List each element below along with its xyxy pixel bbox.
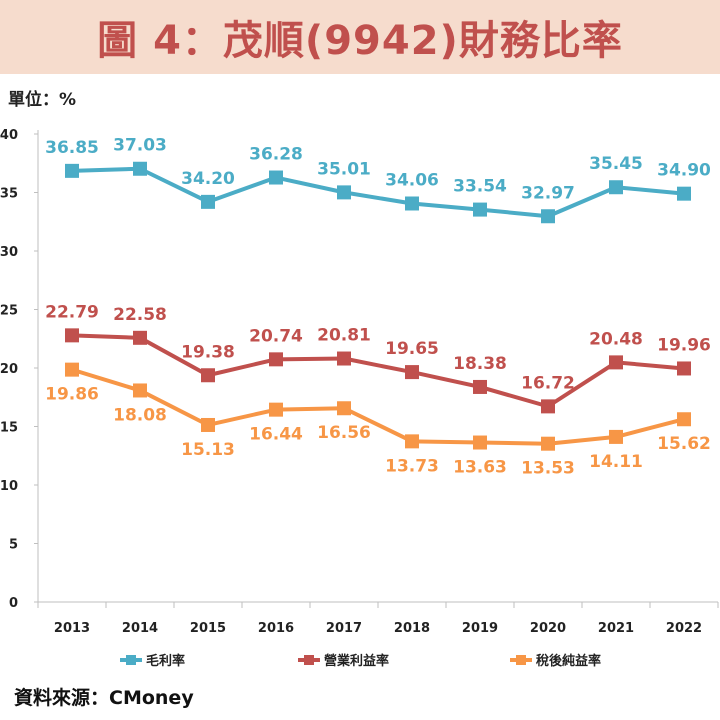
data-point-marker bbox=[133, 383, 147, 398]
line-chart: 0 5 10 15 20 25 30 35 40 2013 2014 2015 2016 2017 2018… bbox=[0, 128, 719, 669]
data-label: 14.11 bbox=[589, 452, 643, 472]
legend: 毛利率 營業利益率 稅後純益率 bbox=[120, 653, 601, 669]
data-point-marker bbox=[677, 412, 691, 427]
data-point-marker bbox=[133, 161, 147, 176]
data-label: 34.06 bbox=[385, 170, 439, 190]
data-label: 22.58 bbox=[113, 305, 167, 325]
data-point-marker bbox=[473, 435, 487, 450]
data-label: 16.56 bbox=[317, 423, 371, 443]
data-label: 20.74 bbox=[249, 326, 303, 346]
chart-title: 圖 4：茂順(9942)財務比率 bbox=[97, 18, 623, 64]
data-point-marker bbox=[473, 379, 487, 394]
data-point-marker bbox=[541, 436, 555, 451]
x-tick-label: 2013 bbox=[54, 621, 90, 636]
legend-marker bbox=[304, 655, 314, 665]
data-label: 18.08 bbox=[113, 405, 167, 425]
x-tick-label: 2022 bbox=[666, 621, 702, 636]
data-point-marker bbox=[201, 417, 215, 432]
series-line bbox=[71, 367, 685, 446]
data-point-marker bbox=[65, 328, 79, 343]
data-point-marker bbox=[201, 368, 215, 383]
series-line bbox=[71, 166, 685, 219]
y-tick-label: 40 bbox=[0, 128, 18, 143]
y-tick-label: 25 bbox=[0, 304, 18, 319]
data-point-marker bbox=[609, 429, 623, 444]
y-tick-label: 10 bbox=[0, 479, 18, 494]
x-tick-label: 2015 bbox=[190, 621, 226, 636]
data-label: 33.54 bbox=[453, 177, 507, 197]
y-tick-label: 5 bbox=[9, 538, 18, 553]
y-tick-label: 30 bbox=[0, 245, 18, 260]
series-lines bbox=[65, 161, 691, 451]
data-label: 19.96 bbox=[657, 335, 711, 355]
x-tick-label: 2020 bbox=[530, 621, 566, 636]
data-labels: 36.85 37.03 34.20 36.28 35.01 34.06 33.54 32.97… bbox=[45, 136, 711, 479]
y-tick-label: 20 bbox=[0, 362, 18, 377]
data-label: 15.13 bbox=[181, 440, 235, 460]
x-tick-label: 2014 bbox=[122, 621, 158, 636]
y-tick-label: 35 bbox=[0, 187, 18, 202]
data-label: 37.03 bbox=[113, 136, 167, 156]
data-point-marker bbox=[337, 401, 351, 416]
data-point-marker bbox=[405, 434, 419, 449]
data-label: 16.44 bbox=[249, 425, 303, 445]
data-label: 36.85 bbox=[45, 138, 99, 158]
data-point-marker bbox=[201, 194, 215, 209]
data-label: 35.01 bbox=[317, 159, 371, 179]
data-label: 16.72 bbox=[521, 373, 575, 393]
chart-axes: 0 5 10 15 20 25 30 35 40 2013 2014 2015 2016 2017 2018… bbox=[0, 128, 719, 636]
data-label: 32.97 bbox=[521, 183, 575, 203]
x-tick-label: 2019 bbox=[462, 621, 498, 636]
x-tick-label: 2017 bbox=[326, 621, 362, 636]
x-tick-label: 2021 bbox=[598, 621, 634, 636]
series-line bbox=[71, 333, 685, 409]
data-label: 36.28 bbox=[249, 145, 303, 165]
data-point-marker bbox=[541, 209, 555, 224]
legend-label: 營業利益率 bbox=[324, 653, 389, 669]
data-point-marker bbox=[133, 330, 147, 345]
x-tick-label: 2016 bbox=[258, 621, 294, 636]
title-banner: 圖 4：茂順(9942)財務比率 bbox=[0, 0, 720, 74]
data-label: 18.38 bbox=[453, 354, 507, 374]
legend-marker bbox=[516, 655, 526, 665]
unit-label: 單位：% bbox=[8, 90, 77, 110]
data-point-marker bbox=[65, 362, 79, 377]
data-point-marker bbox=[405, 365, 419, 380]
data-label: 19.65 bbox=[385, 339, 439, 359]
data-label: 19.38 bbox=[181, 342, 235, 362]
data-label: 34.20 bbox=[181, 169, 235, 189]
data-point-marker bbox=[405, 196, 419, 211]
data-label: 22.79 bbox=[45, 302, 99, 322]
data-point-marker bbox=[269, 170, 283, 185]
data-label: 13.53 bbox=[521, 459, 575, 479]
legend-marker bbox=[126, 655, 136, 665]
y-tick-label: 15 bbox=[0, 421, 18, 436]
data-label: 20.48 bbox=[589, 329, 643, 349]
data-point-marker bbox=[269, 352, 283, 367]
data-label: 35.45 bbox=[589, 154, 643, 174]
data-point-marker bbox=[269, 402, 283, 417]
data-label: 13.73 bbox=[385, 456, 439, 476]
data-point-marker bbox=[473, 202, 487, 217]
x-tick-label: 2018 bbox=[394, 621, 430, 636]
data-label: 19.86 bbox=[45, 385, 99, 405]
data-point-marker bbox=[677, 361, 691, 376]
data-label: 34.90 bbox=[657, 161, 711, 181]
data-label: 15.62 bbox=[657, 434, 711, 454]
data-point-marker bbox=[609, 355, 623, 370]
legend-label: 毛利率 bbox=[146, 653, 185, 669]
data-label: 13.63 bbox=[453, 458, 507, 478]
source-label: 資料來源：CMoney bbox=[14, 687, 194, 709]
data-point-marker bbox=[541, 399, 555, 414]
data-point-marker bbox=[677, 186, 691, 201]
data-point-marker bbox=[337, 351, 351, 366]
y-tick-label: 0 bbox=[9, 596, 18, 611]
data-point-marker bbox=[65, 163, 79, 178]
legend-label: 稅後純益率 bbox=[536, 653, 601, 669]
data-label: 20.81 bbox=[317, 326, 371, 346]
data-point-marker bbox=[609, 180, 623, 195]
data-point-marker bbox=[337, 185, 351, 200]
